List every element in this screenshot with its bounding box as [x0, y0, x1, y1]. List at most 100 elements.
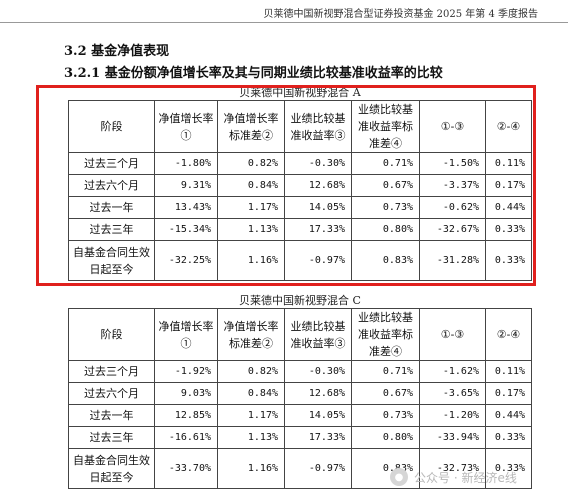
table-cell: -32.25% — [154, 240, 218, 281]
table-caption: 贝莱德中国新视野混合 A — [239, 86, 361, 99]
wechat-icon: ● — [390, 468, 408, 486]
table-row: 过去三年 -16.61% 1.13% 17.33% 0.80% -33.94% … — [68, 426, 532, 449]
column-header: 净值增长率标准差② — [217, 100, 285, 153]
table-row: 过去三个月 -1.92% 0.82% -0.30% 0.71% -1.62% 0… — [68, 360, 532, 383]
column-header: ①-③ — [419, 100, 486, 153]
table-cell: 14.05% — [284, 196, 352, 219]
table-cell: 0.44% — [485, 196, 532, 219]
table-row: 过去三个月 -1.80% 0.82% -0.30% 0.71% -1.50% 0… — [68, 152, 532, 175]
column-header: 阶段 — [68, 308, 155, 361]
table-cell: 0.84% — [217, 174, 285, 197]
table-cell: 0.82% — [217, 360, 285, 383]
table-cell: 0.71% — [351, 152, 420, 175]
table-cell: 0.82% — [217, 152, 285, 175]
period-label: 过去六个月 — [68, 382, 155, 405]
table-cell: -32.67% — [419, 218, 486, 241]
table-cell: 1.16% — [217, 240, 285, 281]
table-cell: 0.80% — [351, 426, 420, 449]
table-cell: 0.33% — [485, 426, 532, 449]
table-cell: -0.30% — [284, 360, 352, 383]
period-label: 过去三年 — [68, 218, 155, 241]
period-label: 自基金合同生效日起至今 — [68, 240, 155, 281]
table-cell: -33.94% — [419, 426, 486, 449]
table-cell: 0.73% — [351, 196, 420, 219]
table-cell: -1.50% — [419, 152, 486, 175]
section-subheading: 3.2.1 基金份额净值增长率及其与同期业绩比较基准收益率的比较 — [64, 66, 443, 81]
report-title: 贝莱德中国新视野混合型证券投资基金 2025 年第 4 季度报告 — [263, 9, 538, 20]
table-row: 自基金合同生效日起至今 -32.25% 1.16% -0.97% 0.83% -… — [68, 240, 532, 281]
table-cell: -1.62% — [419, 360, 486, 383]
column-header: 业绩比较基准收益率标准差④ — [351, 308, 420, 361]
table-row: 过去六个月 9.31% 0.84% 12.68% 0.67% -3.37% 0.… — [68, 174, 532, 197]
table-cell: 12.68% — [284, 382, 352, 405]
table-row: 过去一年 13.43% 1.17% 14.05% 0.73% -0.62% 0.… — [68, 196, 532, 219]
table-row: 过去六个月 9.03% 0.84% 12.68% 0.67% -3.65% 0.… — [68, 382, 532, 405]
table-cell: -3.37% — [419, 174, 486, 197]
table-cell: -31.28% — [419, 240, 486, 281]
table-cell: -32.73% — [419, 448, 486, 489]
column-header: 净值增长率① — [154, 100, 218, 153]
table-cell: -15.34% — [154, 218, 218, 241]
table-cell: -0.97% — [284, 240, 352, 281]
table-cell: 0.33% — [485, 240, 532, 281]
watermark-text: 公众号 · 新经济e线 — [414, 470, 517, 485]
table-cell: 9.03% — [154, 382, 218, 405]
period-label: 自基金合同生效日起至今 — [68, 448, 155, 489]
period-label: 过去三个月 — [68, 360, 155, 383]
column-header: 净值增长率① — [154, 308, 218, 361]
table-cell: 0.33% — [485, 448, 532, 489]
table-cell: 17.33% — [284, 426, 352, 449]
column-header: 净值增长率标准差② — [217, 308, 285, 361]
table-cell: 1.17% — [217, 196, 285, 219]
table-cell: 0.44% — [485, 404, 532, 427]
column-header: ②-④ — [485, 308, 532, 361]
performance-table-c: 贝莱德中国新视野混合 C 阶段 净值增长率① 净值增长率标准差② 业绩比较基准收… — [68, 292, 532, 489]
table-cell: 0.80% — [351, 218, 420, 241]
period-label: 过去三个月 — [68, 152, 155, 175]
performance-table-a: 贝莱德中国新视野混合 A 阶段 净值增长率① 净值增长率标准差② 业绩比较基准收… — [68, 84, 532, 281]
table-cell: 0.83% — [351, 240, 420, 281]
table-cell: 1.13% — [217, 218, 285, 241]
section-heading: 3.2 基金净值表现 — [64, 44, 170, 59]
table-cell: 1.13% — [217, 426, 285, 449]
period-label: 过去一年 — [68, 196, 155, 219]
table-cell: 0.17% — [485, 382, 532, 405]
table-cell: 0.84% — [217, 382, 285, 405]
table-cell: 9.31% — [154, 174, 218, 197]
column-header: ②-④ — [485, 100, 532, 153]
table-row: 自基金合同生效日起至今 -33.70% 1.16% -0.97% 0.83% -… — [68, 448, 532, 489]
table-cell: -1.92% — [154, 360, 218, 383]
table-cell: -0.30% — [284, 152, 352, 175]
table-cell: 0.17% — [485, 174, 532, 197]
period-label: 过去一年 — [68, 404, 155, 427]
table-cell: 0.11% — [485, 152, 532, 175]
table-cell: -16.61% — [154, 426, 218, 449]
table-cell: 0.67% — [351, 174, 420, 197]
table-row: 过去一年 12.85% 1.17% 14.05% 0.73% -1.20% 0.… — [68, 404, 532, 427]
table-cell: 14.05% — [284, 404, 352, 427]
column-header: 业绩比较基准收益率③ — [284, 308, 352, 361]
column-header: 业绩比较基准收益率标准差④ — [351, 100, 420, 153]
table-cell: 0.67% — [351, 382, 420, 405]
report-header: 贝莱德中国新视野混合型证券投资基金 2025 年第 4 季度报告 — [0, 0, 568, 23]
table-cell: -0.62% — [419, 196, 486, 219]
table-cell: 0.33% — [485, 218, 532, 241]
table-cell: 12.85% — [154, 404, 218, 427]
table-cell: 0.11% — [485, 360, 532, 383]
table-cell: -1.80% — [154, 152, 218, 175]
table-cell: 13.43% — [154, 196, 218, 219]
table-cell: 1.16% — [217, 448, 285, 489]
table-cell: -3.65% — [419, 382, 486, 405]
table-cell: 0.71% — [351, 360, 420, 383]
table-row: 过去三年 -15.34% 1.13% 17.33% 0.80% -32.67% … — [68, 218, 532, 241]
column-header: ①-③ — [419, 308, 486, 361]
table-cell: 0.73% — [351, 404, 420, 427]
table-caption: 贝莱德中国新视野混合 C — [239, 294, 361, 307]
table-cell: -0.97% — [284, 448, 352, 489]
table-cell: 12.68% — [284, 174, 352, 197]
period-label: 过去三年 — [68, 426, 155, 449]
period-label: 过去六个月 — [68, 174, 155, 197]
table-cell: -33.70% — [154, 448, 218, 489]
column-header: 阶段 — [68, 100, 155, 153]
watermark: ● 公众号 · 新经济e线 — [390, 466, 517, 488]
